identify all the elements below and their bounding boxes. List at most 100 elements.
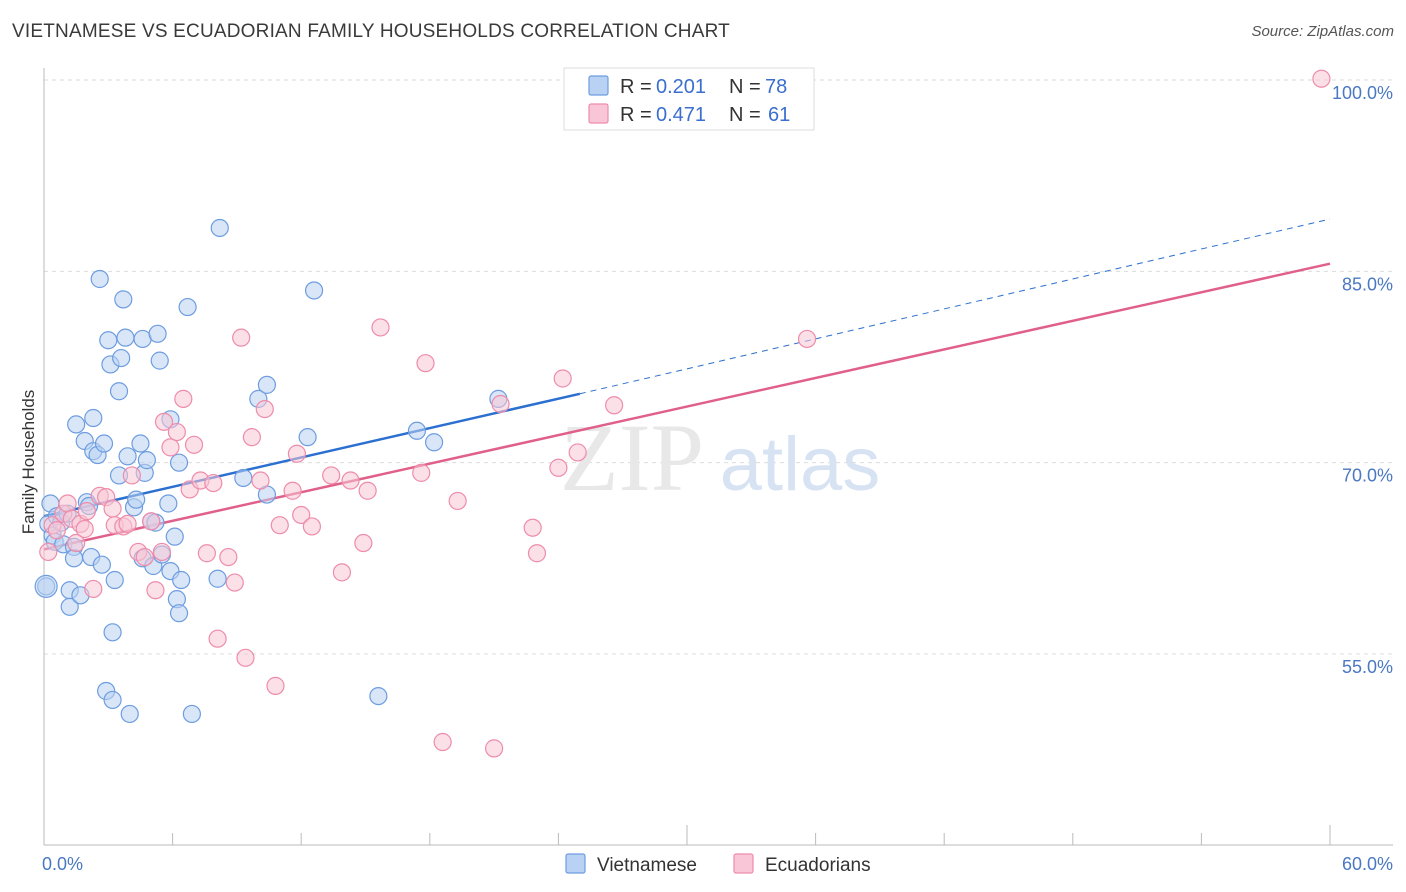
point-ecuadorians xyxy=(283,481,302,500)
point-vietnamese xyxy=(407,421,427,440)
point-ecuadorians xyxy=(266,676,285,695)
legend-n-value-vietnamese: 78 xyxy=(765,76,787,98)
y-tick-label: 70.0% xyxy=(1342,466,1393,486)
point-ecuadorians xyxy=(75,519,94,539)
legend-r-label-vietnamese: R = xyxy=(620,76,652,98)
bottom-legend-label-vietnamese: Vietnamese xyxy=(597,855,697,876)
point-vietnamese xyxy=(103,690,122,710)
point-ecuadorians xyxy=(287,444,307,463)
point-vietnamese xyxy=(84,408,103,428)
point-ecuadorians xyxy=(103,499,122,518)
point-vietnamese xyxy=(150,351,169,370)
point-vietnamese xyxy=(103,623,122,642)
point-vietnamese xyxy=(116,328,135,347)
point-ecuadorians xyxy=(448,491,467,511)
legend-r-label-ecuadorians: R = xyxy=(620,104,652,126)
bottom-legend-swatch-ecuadorians xyxy=(733,853,754,874)
point-ecuadorians xyxy=(485,739,504,758)
x-tick-max: 60.0% xyxy=(1342,854,1393,874)
point-vietnamese xyxy=(369,686,388,706)
point-ecuadorians xyxy=(118,514,137,533)
point-ecuadorians xyxy=(146,581,165,600)
point-vietnamese xyxy=(131,434,150,453)
point-ecuadorians xyxy=(523,518,542,537)
trend-line-vietnamese-extrapolated xyxy=(579,218,1331,395)
point-ecuadorians xyxy=(152,542,171,562)
point-ecuadorians xyxy=(219,547,238,567)
point-ecuadorians xyxy=(135,547,154,567)
legend-swatch-vietnamese xyxy=(588,75,609,96)
point-ecuadorians xyxy=(184,435,204,454)
data-points xyxy=(34,69,1331,758)
point-ecuadorians xyxy=(167,422,186,442)
point-vietnamese xyxy=(424,433,444,452)
point-ecuadorians xyxy=(77,502,96,521)
point-vietnamese xyxy=(60,597,79,616)
point-ecuadorians xyxy=(58,494,77,513)
point-ecuadorians xyxy=(255,399,274,419)
point-ecuadorians xyxy=(84,579,103,599)
point-ecuadorians xyxy=(39,542,58,562)
point-ecuadorians xyxy=(527,544,547,563)
point-vietnamese xyxy=(94,434,114,453)
point-ecuadorians xyxy=(322,466,341,485)
point-ecuadorians xyxy=(225,573,244,592)
y-axis-title: Family Households xyxy=(19,390,38,535)
point-ecuadorians xyxy=(354,533,373,553)
point-ecuadorians xyxy=(204,473,223,493)
y-tick-label: 100.0% xyxy=(1332,83,1393,103)
point-vietnamese xyxy=(159,494,178,513)
point-vietnamese xyxy=(127,490,146,509)
trend-line-ecuadorians xyxy=(43,262,1331,551)
point-ecuadorians xyxy=(568,443,587,462)
chart-title: VIETNAMESE VS ECUADORIAN FAMILY HOUSEHOL… xyxy=(12,21,730,42)
point-vietnamese xyxy=(210,218,229,238)
point-vietnamese xyxy=(114,290,133,309)
point-vietnamese xyxy=(257,375,277,394)
point-vietnamese xyxy=(105,570,124,590)
point-ecuadorians xyxy=(161,438,180,457)
point-ecuadorians xyxy=(122,466,141,485)
gridlines xyxy=(44,79,1393,655)
point-vietnamese xyxy=(92,555,111,574)
point-ecuadorians xyxy=(232,328,251,347)
point-vietnamese xyxy=(169,453,189,472)
bottom-legend: Vietnamese Ecuadorians xyxy=(565,853,871,876)
point-ecuadorians xyxy=(341,471,360,490)
point-ecuadorians xyxy=(67,533,86,553)
point-ecuadorians xyxy=(197,544,216,563)
top-legend: R = 0.201 N = 78 R = 0.471 N = 61 xyxy=(563,67,815,131)
legend-n-label-vietnamese: N = xyxy=(729,76,761,98)
bottom-legend-swatch-vietnamese xyxy=(565,853,586,874)
point-ecuadorians xyxy=(1312,69,1331,88)
point-ecuadorians xyxy=(605,396,624,415)
legend-r-value-vietnamese: 0.201 xyxy=(656,76,706,98)
point-ecuadorians xyxy=(553,369,572,388)
point-ecuadorians xyxy=(491,394,510,414)
point-vietnamese xyxy=(109,382,129,401)
point-ecuadorians xyxy=(242,428,262,447)
point-ecuadorians xyxy=(412,463,431,482)
point-vietnamese xyxy=(137,451,156,470)
source-label: Source: ZipAtlas.com xyxy=(1251,23,1394,40)
point-vietnamese xyxy=(165,527,184,546)
point-ecuadorians xyxy=(302,517,322,536)
point-vietnamese xyxy=(148,324,167,343)
point-ecuadorians xyxy=(236,648,255,667)
point-ecuadorians xyxy=(208,629,227,648)
point-vietnamese xyxy=(64,549,84,568)
point-vietnamese xyxy=(172,570,191,590)
point-ecuadorians xyxy=(371,318,390,337)
legend-r-value-ecuadorians: 0.471 xyxy=(656,104,706,126)
legend-swatch-ecuadorians xyxy=(588,103,609,124)
point-ecuadorians xyxy=(332,563,352,582)
point-ecuadorians xyxy=(292,505,311,525)
point-ecuadorians xyxy=(433,732,452,752)
point-ecuadorians xyxy=(154,412,174,431)
point-vietnamese xyxy=(182,704,201,724)
point-ecuadorians xyxy=(47,521,66,540)
watermark-atlas: atlas xyxy=(720,422,881,507)
point-vietnamese xyxy=(178,297,197,317)
point-ecuadorians xyxy=(549,458,568,477)
